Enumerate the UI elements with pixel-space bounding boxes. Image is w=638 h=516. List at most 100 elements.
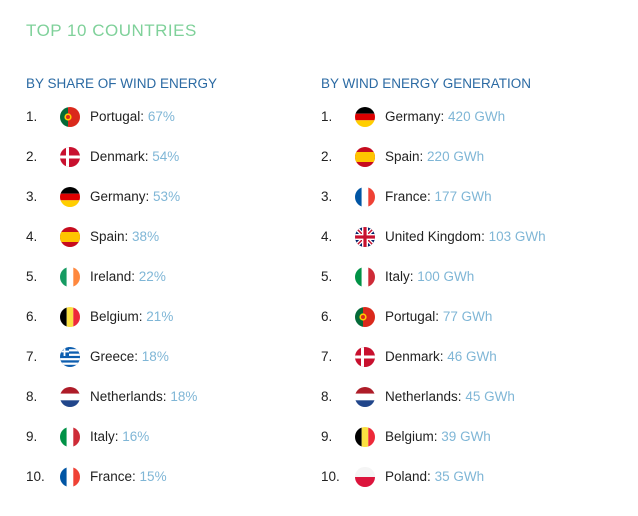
list-item: 10. Poland: 35 GWh xyxy=(321,467,621,508)
country-name: Spain xyxy=(385,149,420,164)
germany-flag-icon xyxy=(355,107,375,127)
country-name: Poland xyxy=(385,469,428,484)
country-value: 45 GWh xyxy=(465,389,515,404)
country-name: Spain xyxy=(90,229,125,244)
country-label: Portugal: 67% xyxy=(90,109,175,124)
country-label: Germany: 53% xyxy=(90,189,181,204)
country-label: Spain: 220 GWh xyxy=(385,149,485,164)
list-item: 1. Portugal: 67% xyxy=(26,107,326,148)
country-label: Italy: 16% xyxy=(90,429,150,444)
country-label: Germany: 420 GWh xyxy=(385,109,506,124)
country-value: 35 GWh xyxy=(434,469,485,484)
generation-column-heading: BY WIND ENERGY GENERATION xyxy=(321,76,532,91)
country-value: 53% xyxy=(153,189,181,204)
poland-flag-icon xyxy=(355,467,375,487)
list-item: 4. Spain: 38% xyxy=(26,227,326,268)
country-value: 46 GWh xyxy=(447,349,497,364)
rank-number: 7. xyxy=(26,349,38,364)
list-item: 6. Portugal: 77 GWh xyxy=(321,307,621,348)
country-label: Netherlands: 45 GWh xyxy=(385,389,515,404)
country-value: 18% xyxy=(141,349,169,364)
belgium-flag-icon xyxy=(355,427,375,447)
list-item: 7. Denmark: 46 GWh xyxy=(321,347,621,388)
rank-number: 4. xyxy=(321,229,333,244)
list-item: 4. United Kingdom: 103 GWh xyxy=(321,227,621,268)
denmark-flag-icon xyxy=(355,347,375,367)
rank-number: 9. xyxy=(321,429,333,444)
country-name: Italy xyxy=(90,429,115,444)
country-name: Greece xyxy=(90,349,135,364)
country-label: Italy: 100 GWh xyxy=(385,269,475,284)
list-item: 3. Germany: 53% xyxy=(26,187,326,228)
country-label: Poland: 35 GWh xyxy=(385,469,485,484)
country-label: Ireland: 22% xyxy=(90,269,166,284)
share-column: BY SHARE OF WIND ENERGY 1. Portugal: 67%… xyxy=(26,76,326,508)
spain-flag-icon xyxy=(355,147,375,167)
rank-number: 10. xyxy=(26,469,45,484)
country-value: 39 GWh xyxy=(441,429,491,444)
country-name: Portugal xyxy=(90,109,141,124)
list-item: 9. Italy: 16% xyxy=(26,427,326,468)
country-label: Belgium: 21% xyxy=(90,309,174,324)
list-item: 5. Ireland: 22% xyxy=(26,267,326,308)
list-item: 8. Netherlands: 18% xyxy=(26,387,326,428)
rank-number: 3. xyxy=(321,189,333,204)
list-item: 2. Denmark: 54% xyxy=(26,147,326,188)
country-value: 22% xyxy=(138,269,166,284)
country-name: Netherlands xyxy=(385,389,458,404)
country-label: Spain: 38% xyxy=(90,229,160,244)
country-name: Belgium xyxy=(385,429,434,444)
page-title: TOP 10 COUNTRIES xyxy=(26,21,197,40)
belgium-flag-icon xyxy=(60,307,80,327)
netherlands-flag-icon xyxy=(60,387,80,407)
rank-number: 2. xyxy=(26,149,38,164)
country-name: Ireland xyxy=(90,269,132,284)
country-label: Denmark: 46 GWh xyxy=(385,349,497,364)
italy-flag-icon xyxy=(355,267,375,287)
rank-number: 8. xyxy=(321,389,333,404)
rank-number: 10. xyxy=(321,469,340,484)
country-value: 67% xyxy=(147,109,175,124)
generation-column: BY WIND ENERGY GENERATION 1. Germany: 42… xyxy=(321,76,621,508)
country-value: 100 GWh xyxy=(417,269,475,284)
country-label: Denmark: 54% xyxy=(90,149,180,164)
country-name: Italy xyxy=(385,269,410,284)
rank-number: 2. xyxy=(321,149,333,164)
rank-number: 1. xyxy=(26,109,38,124)
country-label: Netherlands: 18% xyxy=(90,389,198,404)
country-value: 54% xyxy=(152,149,180,164)
country-value: 103 GWh xyxy=(488,229,546,244)
country-value: 177 GWh xyxy=(434,189,492,204)
list-item: 10. France: 15% xyxy=(26,467,326,508)
netherlands-flag-icon xyxy=(355,387,375,407)
country-value: 15% xyxy=(139,469,167,484)
list-item: 9. Belgium: 39 GWh xyxy=(321,427,621,468)
france-flag-icon xyxy=(355,187,375,207)
rank-number: 4. xyxy=(26,229,38,244)
list-item: 7. Greece: 18% xyxy=(26,347,326,388)
share-column-heading: BY SHARE OF WIND ENERGY xyxy=(26,76,218,91)
country-value: 38% xyxy=(132,229,160,244)
greece-flag-icon xyxy=(60,347,80,367)
country-value: 16% xyxy=(122,429,150,444)
country-label: Greece: 18% xyxy=(90,349,169,364)
country-name: United Kingdom xyxy=(385,229,482,244)
country-name: Netherlands xyxy=(90,389,163,404)
generation-list: 1. Germany: 420 GWh 2. Spain: 220 GWh 3.… xyxy=(321,107,621,508)
country-label: France: 15% xyxy=(90,469,167,484)
country-label: United Kingdom: 103 GWh xyxy=(385,229,546,244)
country-name: Germany xyxy=(90,189,146,204)
italy-flag-icon xyxy=(60,427,80,447)
list-item: 1. Germany: 420 GWh xyxy=(321,107,621,148)
share-list: 1. Portugal: 67% 2. Denmark: 54% 3. Germ… xyxy=(26,107,326,508)
rank-number: 7. xyxy=(321,349,333,364)
list-item: 3. France: 177 GWh xyxy=(321,187,621,228)
country-name: France xyxy=(90,469,133,484)
list-item: 8. Netherlands: 45 GWh xyxy=(321,387,621,428)
country-label: France: 177 GWh xyxy=(385,189,492,204)
country-value: 21% xyxy=(146,309,174,324)
country-name: Denmark xyxy=(90,149,145,164)
rank-number: 9. xyxy=(26,429,38,444)
portugal-flag-icon xyxy=(355,307,375,327)
rank-number: 6. xyxy=(321,309,333,324)
